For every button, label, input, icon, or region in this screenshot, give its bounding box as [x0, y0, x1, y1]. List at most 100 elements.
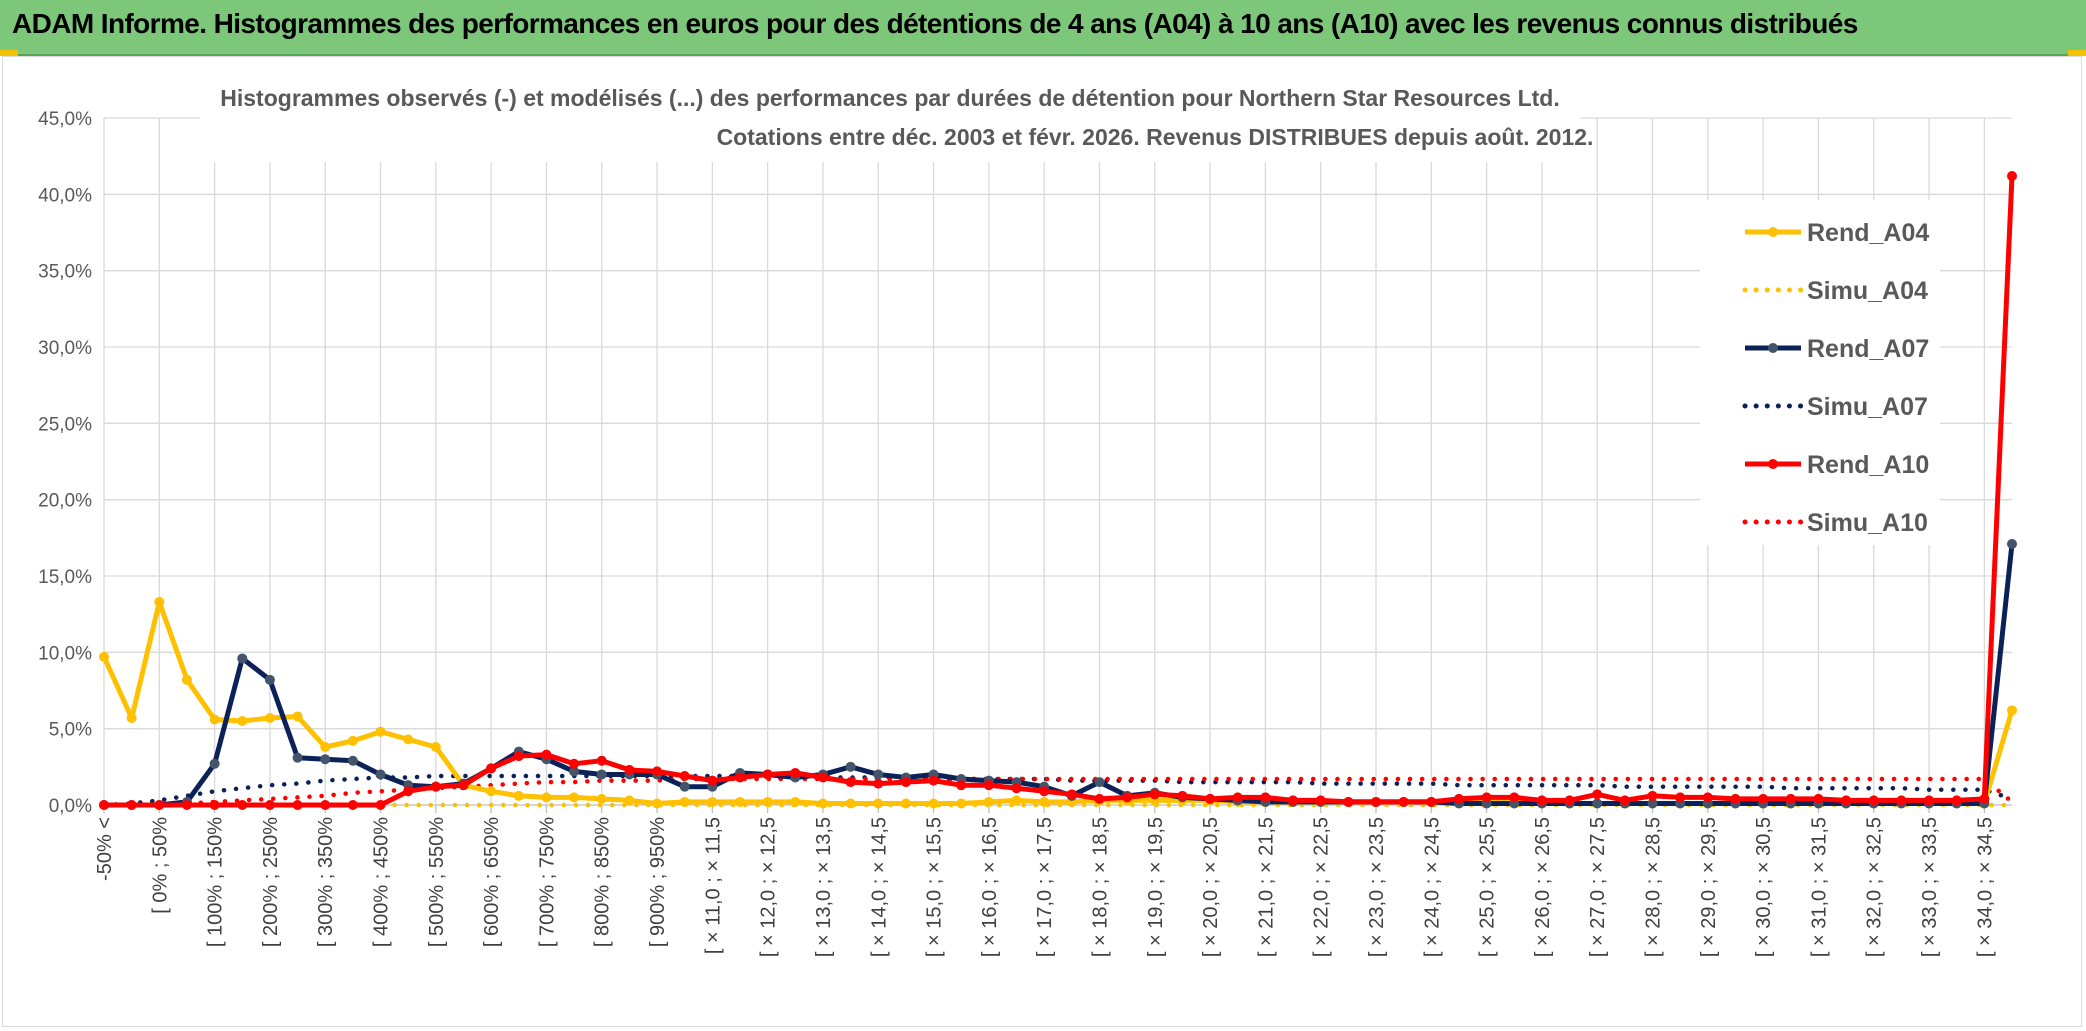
point-Rend_A07 [845, 761, 856, 772]
point-Rend_A04 [513, 790, 524, 801]
point-Rend_A04 [541, 792, 552, 803]
x-tick-label: [ × 32,0 ; × 32,5 [1864, 817, 1886, 957]
point-Rend_A10 [1868, 795, 1879, 806]
point-Rend_A10 [652, 766, 663, 777]
point-Rend_A04 [154, 596, 165, 607]
legend-label: Simu_A07 [1807, 393, 1928, 421]
x-tick-label: [ × 28,0 ; × 28,5 [1643, 817, 1665, 957]
series-line-Rend_A10 [104, 175, 2015, 808]
point-Rend_A10 [154, 800, 165, 810]
y-tick-label: 45,0% [38, 109, 92, 130]
point-Rend_A04 [403, 734, 414, 745]
point-Rend_A04 [928, 798, 939, 809]
point-Rend_A04 [126, 712, 137, 723]
x-axis: -50% < [ 0% ; 50% [ 100% ; 150% [ 200% ; 25… [94, 817, 1996, 957]
x-tick-label: [ × 19,0 ; × 19,5 [1145, 817, 1167, 957]
point-Rend_A10 [1205, 793, 1216, 804]
point-Rend_A10 [1730, 793, 1741, 804]
y-tick-label: 35,0% [38, 262, 92, 283]
x-tick-label: [ 500% ; 550% [426, 817, 448, 947]
point-Rend_A04 [845, 798, 856, 809]
point-Rend_A10 [790, 767, 801, 778]
legend-background [1700, 200, 1940, 545]
x-tick-label: [ × 25,0 ; × 25,5 [1477, 817, 1499, 957]
legend: Rend_A04 Simu_A04 Rend_A07 Simu_A07 Rend_A10… [1742, 219, 1929, 537]
point-Rend_A10 [458, 780, 469, 791]
report-banner: ADAM Informe. Histogrammes des performan… [0, 0, 2086, 56]
point-Rend_A10 [569, 758, 580, 769]
point-Rend_A10 [1647, 790, 1658, 801]
point-Rend_A10 [1177, 790, 1188, 801]
x-tick-label: [ × 15,0 ; × 15,5 [924, 817, 946, 957]
point-Rend_A10 [209, 800, 220, 810]
x-tick-label: [ 800% ; 850% [592, 817, 614, 947]
y-tick-label: 25,0% [38, 414, 92, 435]
point-Rend_A10 [320, 800, 331, 810]
point-Rend_A04 [237, 716, 248, 727]
point-Rend_A10 [1260, 792, 1271, 803]
point-Rend_A04 [264, 712, 275, 723]
x-tick-label: [ × 27,0 ; × 27,5 [1587, 817, 1609, 957]
point-Rend_A10 [1398, 796, 1409, 807]
point-Rend_A10 [1509, 792, 1520, 803]
point-Rend_A10 [1288, 795, 1299, 806]
point-Rend_A04 [873, 798, 884, 809]
point-Rend_A10 [1122, 792, 1133, 803]
chart-title-line1: Histogrammes observés (-) et modélisés (… [220, 85, 1559, 111]
point-Rend_A10 [1315, 795, 1326, 806]
x-tick-label: [ × 16,0 ; × 16,5 [979, 817, 1001, 957]
point-Rend_A10 [956, 780, 967, 791]
x-tick-label: [ × 14,0 ; × 14,5 [868, 817, 890, 957]
legend-marker [1768, 459, 1778, 469]
point-Rend_A04 [2007, 705, 2017, 716]
legend-item-Simu_A07: Simu_A07 [1742, 393, 1928, 421]
point-Rend_A04 [735, 796, 745, 807]
y-tick-label: 40,0% [38, 185, 92, 206]
point-Rend_A10 [762, 769, 773, 780]
point-Rend_A04 [707, 796, 718, 807]
x-tick-label: [ 900% ; 950% [647, 817, 669, 947]
x-tick-label: [ 100% ; 150% [205, 817, 227, 947]
point-Rend_A10 [928, 775, 939, 786]
y-tick-label: 15,0% [38, 567, 92, 588]
y-tick-label: 20,0% [38, 491, 92, 512]
point-Rend_A04 [1011, 795, 1022, 806]
point-Rend_A10 [735, 772, 745, 783]
corner-accent-right [2068, 50, 2086, 56]
chart-title-line2: Cotations entre déc. 2003 et févr. 2026.… [717, 124, 1594, 150]
point-Rend_A10 [486, 763, 497, 774]
y-tick-label: 0,0% [49, 796, 92, 817]
point-Rend_A04 [209, 714, 220, 725]
point-Rend_A07 [596, 769, 607, 780]
y-axis: 0,0% 5,0% 10,0% 15,0% 20,0% 25,0% 30,0% 35,0% 40… [38, 109, 92, 817]
point-Rend_A10 [1702, 792, 1713, 803]
x-tick-label: [ × 34,0 ; × 34,5 [1974, 817, 1996, 957]
x-tick-label: [ × 18,0 ; × 18,5 [1089, 817, 1111, 957]
point-Rend_A10 [1979, 793, 1990, 804]
point-Rend_A10 [1066, 789, 1077, 800]
point-Rend_A10 [624, 764, 635, 775]
point-Rend_A04 [624, 795, 635, 806]
point-Rend_A07 [264, 674, 275, 685]
point-Rend_A07 [1592, 798, 1603, 809]
point-Rend_A10 [1094, 793, 1105, 804]
point-Rend_A10 [1564, 795, 1575, 806]
point-Rend_A10 [2007, 171, 2017, 182]
legend-marker [1768, 227, 1778, 237]
point-Rend_A04 [900, 798, 911, 809]
x-tick-label: [ × 23,0 ; × 23,5 [1366, 817, 1388, 957]
point-Rend_A10 [1011, 783, 1022, 794]
point-Rend_A07 [209, 758, 220, 769]
x-tick-label: [ × 33,0 ; × 33,5 [1919, 817, 1941, 957]
point-Rend_A10 [1675, 792, 1686, 803]
point-Rend_A10 [1232, 792, 1243, 803]
x-tick-label: [ × 12,0 ; × 12,5 [758, 817, 780, 957]
series-Rend_A07 [99, 538, 2017, 810]
x-tick-label: [ 400% ; 450% [371, 817, 393, 947]
x-tick-label: -50% < [94, 817, 116, 881]
legend-item-Rend_A04: Rend_A04 [1745, 219, 1929, 247]
point-Rend_A10 [845, 777, 856, 788]
point-Rend_A10 [1758, 793, 1769, 804]
point-Rend_A10 [1924, 795, 1935, 806]
chart-frame [2, 56, 2082, 1027]
